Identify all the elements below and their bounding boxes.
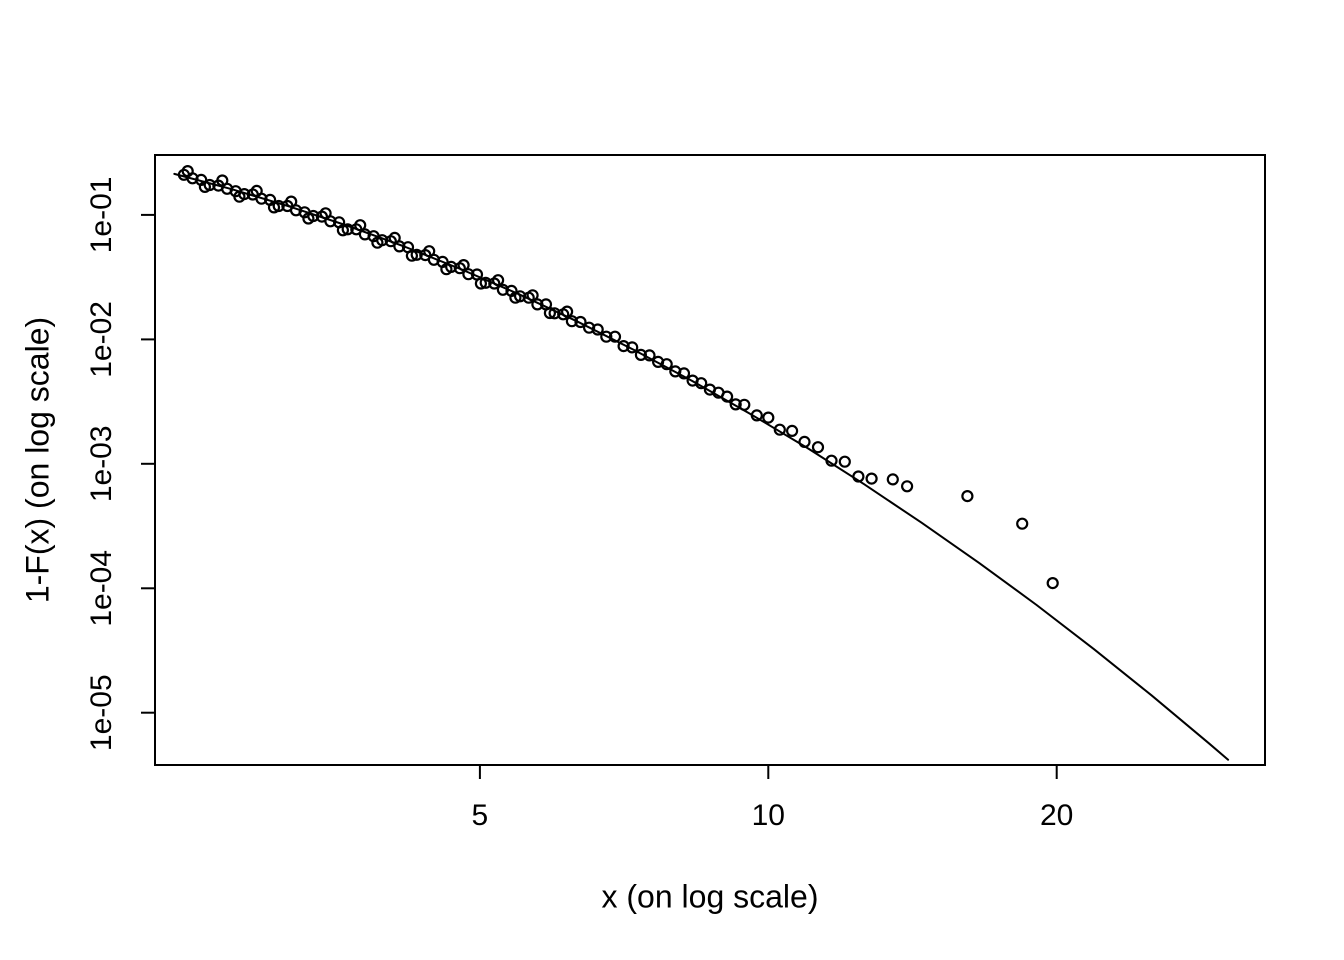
data-point xyxy=(660,358,673,371)
data-point xyxy=(526,289,539,302)
data-point xyxy=(785,424,799,437)
data-point xyxy=(574,315,587,329)
data-point xyxy=(405,249,418,262)
data-point xyxy=(600,330,613,343)
data-point xyxy=(565,315,579,328)
y-tick-label: 1e-03 xyxy=(85,425,118,502)
data-point xyxy=(543,306,557,320)
data-point xyxy=(341,223,354,236)
data-point xyxy=(440,263,453,276)
data-point xyxy=(1046,576,1059,590)
data-point xyxy=(677,367,691,380)
data-point xyxy=(582,321,596,334)
data-point xyxy=(591,323,604,336)
y-axis-title: 1-F(x) (on log scale) xyxy=(19,316,56,604)
data-point xyxy=(852,470,865,483)
x-axis-title: x (on log scale) xyxy=(601,878,819,915)
y-tick-label: 1e-01 xyxy=(85,177,118,254)
data-point xyxy=(462,268,475,281)
data-point xyxy=(492,274,505,287)
data-point xyxy=(457,259,470,272)
y-tick-label: 1e-04 xyxy=(85,550,118,627)
data-point xyxy=(198,180,211,193)
data-point xyxy=(302,212,315,225)
data-point xyxy=(560,305,574,318)
data-point xyxy=(720,390,734,403)
data-point xyxy=(773,423,786,436)
data-point xyxy=(626,341,639,354)
data-point xyxy=(548,307,561,320)
data-point xyxy=(233,190,246,203)
data-point xyxy=(838,455,851,468)
data-point xyxy=(643,349,656,362)
data-point xyxy=(496,283,509,296)
x-tick-label: 20 xyxy=(1040,799,1073,832)
data-point xyxy=(509,291,522,304)
data-point xyxy=(531,298,544,311)
data-point xyxy=(216,174,229,187)
fitted-line xyxy=(173,172,1230,761)
data-point xyxy=(617,340,630,353)
data-point xyxy=(961,490,974,503)
data-point xyxy=(762,411,775,424)
data-point xyxy=(750,409,763,422)
data-point xyxy=(608,330,622,343)
data-point xyxy=(811,441,825,454)
plot-box xyxy=(154,154,1266,766)
data-point xyxy=(410,248,423,261)
data-point xyxy=(423,245,436,258)
data-point xyxy=(738,398,751,411)
data-point xyxy=(181,165,194,178)
data-point xyxy=(354,219,367,232)
data-point xyxy=(474,277,487,290)
data-point xyxy=(729,398,742,411)
data-point xyxy=(825,454,838,467)
data-point xyxy=(371,236,384,249)
data-point xyxy=(336,224,349,237)
data-point xyxy=(865,472,878,485)
data-point xyxy=(886,473,899,486)
data-point xyxy=(900,480,914,493)
data-point xyxy=(634,348,648,361)
data-point xyxy=(267,201,281,214)
data-point xyxy=(798,435,811,448)
x-tick-label: 10 xyxy=(752,799,785,832)
data-point xyxy=(319,207,332,220)
data-point xyxy=(1016,517,1029,530)
data-point xyxy=(479,276,492,289)
y-tick-label: 1e-05 xyxy=(85,674,118,751)
data-point xyxy=(285,195,298,208)
data-point xyxy=(388,231,401,244)
y-tick-label: 1e-02 xyxy=(85,301,118,378)
data-point xyxy=(250,184,263,197)
x-tick-label: 5 xyxy=(472,799,489,832)
data-point xyxy=(695,377,708,390)
